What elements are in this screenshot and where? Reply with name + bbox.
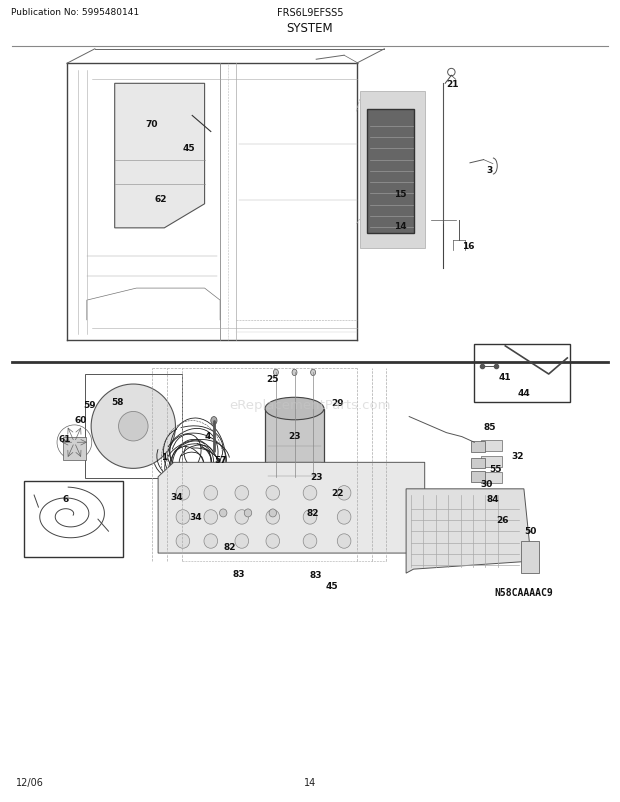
Polygon shape (406, 489, 531, 573)
Ellipse shape (176, 534, 190, 549)
Text: 25: 25 (267, 374, 279, 383)
Ellipse shape (235, 486, 249, 500)
Ellipse shape (176, 510, 190, 525)
Ellipse shape (204, 534, 218, 549)
Text: 12/06: 12/06 (16, 777, 43, 787)
Ellipse shape (337, 510, 351, 525)
Text: 82: 82 (223, 542, 236, 552)
Text: eReplacementParts.com: eReplacementParts.com (229, 399, 391, 411)
Text: 45: 45 (326, 581, 338, 590)
Text: FRS6L9EFSS5: FRS6L9EFSS5 (277, 8, 343, 18)
Bar (360, 92, 425, 249)
Ellipse shape (303, 486, 317, 500)
Text: 57: 57 (214, 455, 226, 464)
Text: 30: 30 (480, 479, 493, 488)
Bar (265, 409, 324, 483)
Text: 44: 44 (518, 388, 530, 398)
Bar (85, 374, 182, 479)
Text: SYSTEM: SYSTEM (286, 22, 334, 35)
Text: 55: 55 (490, 464, 502, 474)
Bar (471, 442, 485, 452)
Bar (474, 345, 570, 403)
Polygon shape (115, 84, 205, 229)
Ellipse shape (273, 370, 278, 376)
Text: 15: 15 (394, 189, 406, 199)
Bar (480, 440, 502, 452)
Ellipse shape (337, 534, 351, 549)
Text: 83: 83 (310, 570, 322, 580)
Text: 41: 41 (499, 372, 511, 382)
Text: 23: 23 (310, 472, 322, 482)
Text: 21: 21 (446, 79, 459, 89)
Text: 29: 29 (332, 399, 344, 408)
Text: 34: 34 (170, 492, 183, 502)
Bar (521, 541, 539, 573)
Polygon shape (158, 463, 425, 553)
Text: 83: 83 (232, 569, 245, 578)
Text: 45: 45 (183, 144, 195, 153)
Text: 23: 23 (288, 431, 301, 441)
Bar (367, 110, 414, 234)
Text: 50: 50 (524, 526, 536, 536)
Text: 85: 85 (484, 422, 496, 431)
Ellipse shape (235, 510, 249, 525)
Text: 4: 4 (205, 431, 211, 441)
Text: 6: 6 (63, 494, 69, 504)
Bar (471, 458, 485, 468)
Ellipse shape (265, 475, 324, 491)
Ellipse shape (292, 370, 297, 376)
Text: 1: 1 (161, 452, 167, 462)
Ellipse shape (266, 486, 280, 500)
Text: 14: 14 (394, 221, 406, 231)
Text: 82: 82 (307, 508, 319, 518)
Ellipse shape (211, 417, 217, 425)
Text: 22: 22 (332, 488, 344, 498)
Ellipse shape (311, 370, 316, 376)
Text: 32: 32 (512, 451, 524, 460)
Ellipse shape (266, 534, 280, 549)
Ellipse shape (337, 486, 351, 500)
Bar (24, 481, 123, 557)
Ellipse shape (269, 509, 277, 517)
Ellipse shape (266, 510, 280, 525)
Text: 26: 26 (496, 515, 508, 525)
Text: 62: 62 (155, 194, 167, 204)
Ellipse shape (244, 509, 252, 517)
Text: 34: 34 (189, 512, 202, 522)
Ellipse shape (204, 510, 218, 525)
Ellipse shape (303, 510, 317, 525)
Text: 59: 59 (84, 400, 96, 410)
Circle shape (91, 384, 175, 469)
Text: 60: 60 (74, 415, 87, 425)
Ellipse shape (303, 534, 317, 549)
Ellipse shape (204, 486, 218, 500)
Circle shape (118, 412, 148, 441)
Text: 14: 14 (304, 777, 316, 787)
Text: N58CAAAAC9: N58CAAAAC9 (495, 587, 553, 597)
Ellipse shape (219, 509, 227, 517)
Ellipse shape (265, 398, 324, 420)
Text: 84: 84 (487, 494, 499, 504)
Text: 3: 3 (487, 165, 493, 175)
Bar (480, 472, 502, 484)
Bar (480, 456, 502, 468)
Text: 61: 61 (59, 434, 71, 444)
Text: 70: 70 (146, 119, 158, 129)
Ellipse shape (176, 486, 190, 500)
Ellipse shape (235, 534, 249, 549)
Text: 16: 16 (462, 241, 474, 251)
Bar (471, 472, 485, 482)
Bar (63, 438, 86, 460)
Text: Publication No: 5995480141: Publication No: 5995480141 (11, 8, 140, 17)
Text: 58: 58 (112, 397, 124, 407)
